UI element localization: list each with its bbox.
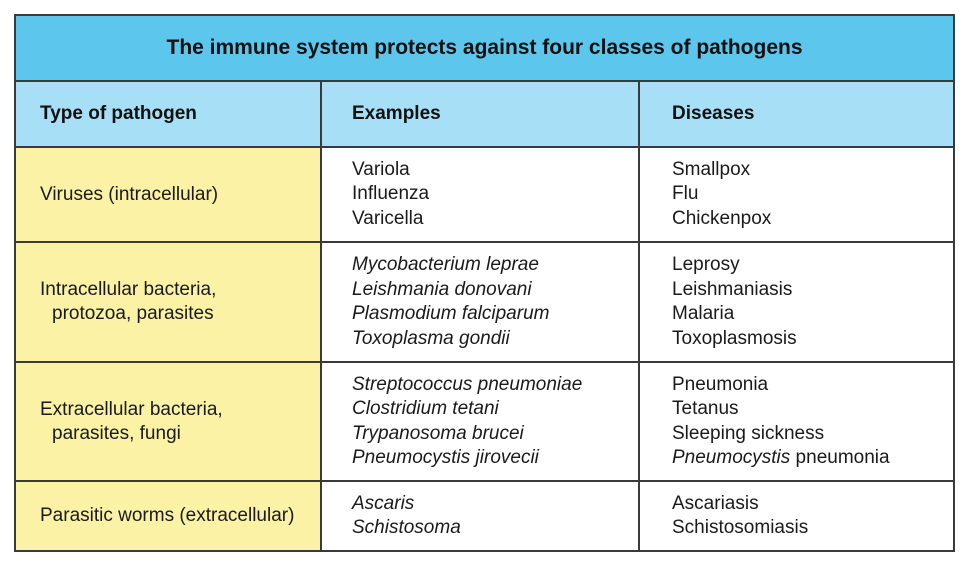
pathogen-type-cell: Extracellular bacteria, parasites, fungi	[16, 363, 321, 480]
disease-item: Leishmaniasis	[672, 278, 793, 300]
diseases-cell: Smallpox Flu Chickenpox	[672, 148, 771, 241]
disease-item: Sleeping sickness	[672, 422, 825, 444]
disease-item: Toxoplasmosis	[672, 327, 797, 349]
example-item: Trypanosoma brucei	[352, 422, 524, 444]
example-item: Varicella	[352, 207, 424, 229]
pathogen-type-label: Intracellular bacteria,	[40, 279, 217, 300]
pathogen-type-cell: Viruses (intracellular)	[16, 148, 321, 241]
disease-item: Flu	[672, 183, 699, 205]
example-item: Streptococcus pneumoniae	[352, 373, 583, 395]
diseases-cell: Ascariasis Schistosomiasis	[672, 482, 808, 550]
disease-item-plain-part: pneumonia	[790, 447, 890, 468]
pathogen-type-label: Extracellular bacteria,	[40, 398, 223, 420]
example-item: Clostridium tetani	[352, 398, 499, 419]
pathogen-type-label: parasites, fungi	[52, 422, 181, 444]
pathogen-type-label: Viruses (intracellular)	[40, 183, 219, 205]
disease-item: Pneumocystis pneumonia	[672, 446, 890, 471]
column-divider	[320, 82, 322, 550]
pathogen-type-label: protozoa, parasites	[52, 303, 214, 324]
header-diseases: Diseases	[672, 103, 755, 124]
column-divider	[638, 82, 640, 550]
example-item: Plasmodium falciparum	[352, 303, 550, 324]
examples-cell: Mycobacterium leprae Leishmania donovani…	[352, 243, 549, 361]
disease-item: Chickenpox	[672, 207, 772, 229]
disease-item: Ascariasis	[672, 492, 759, 514]
header-examples: Examples	[352, 103, 441, 124]
disease-item: Leprosy	[672, 254, 740, 275]
example-item: Ascaris	[352, 492, 415, 514]
table-row-parasitic-worms: Parasitic worms (extracellular) Ascaris …	[16, 482, 953, 550]
pathogen-type-cell: Parasitic worms (extracellular)	[16, 482, 321, 550]
header-row: Type of pathogen Examples Diseases	[16, 82, 953, 148]
diseases-cell: Leprosy Leishmaniasis Malaria Toxoplasmo…	[672, 243, 797, 361]
disease-item: Schistosomiasis	[672, 517, 809, 538]
example-item: Toxoplasma gondii	[352, 327, 510, 349]
disease-item: Pneumonia	[672, 373, 769, 395]
examples-cell: Ascaris Schistosoma	[352, 482, 461, 550]
example-item: Leishmania donovani	[352, 278, 532, 300]
disease-item: Smallpox	[672, 158, 751, 180]
table-row-intracellular: Intracellular bacteria, protozoa, parasi…	[16, 243, 953, 363]
diseases-cell: Pneumonia Tetanus Sleeping sickness Pneu…	[672, 363, 890, 480]
header-type-of-pathogen: Type of pathogen	[40, 103, 197, 124]
example-item: Mycobacterium leprae	[352, 254, 539, 275]
example-item: Schistosoma	[352, 517, 461, 538]
example-item: Variola	[352, 158, 410, 180]
disease-item: Tetanus	[672, 398, 739, 419]
pathogen-type-label: Parasitic worms (extracellular)	[40, 505, 295, 526]
table-row-viruses: Viruses (intracellular) Variola Influenz…	[16, 148, 953, 243]
examples-cell: Streptococcus pneumoniae Clostridium tet…	[352, 363, 582, 480]
pathogen-table: The immune system protects against four …	[14, 14, 955, 552]
disease-item: Malaria	[672, 303, 735, 324]
table-title: The immune system protects against four …	[16, 16, 953, 82]
example-item: Pneumocystis jirovecii	[352, 447, 539, 468]
pathogen-type-cell: Intracellular bacteria, protozoa, parasi…	[16, 243, 321, 361]
example-item: Influenza	[352, 183, 430, 205]
examples-cell: Variola Influenza Varicella	[352, 148, 429, 241]
disease-item-italic-part: Pneumocystis	[672, 447, 791, 468]
table-row-extracellular: Extracellular bacteria, parasites, fungi…	[16, 363, 953, 482]
